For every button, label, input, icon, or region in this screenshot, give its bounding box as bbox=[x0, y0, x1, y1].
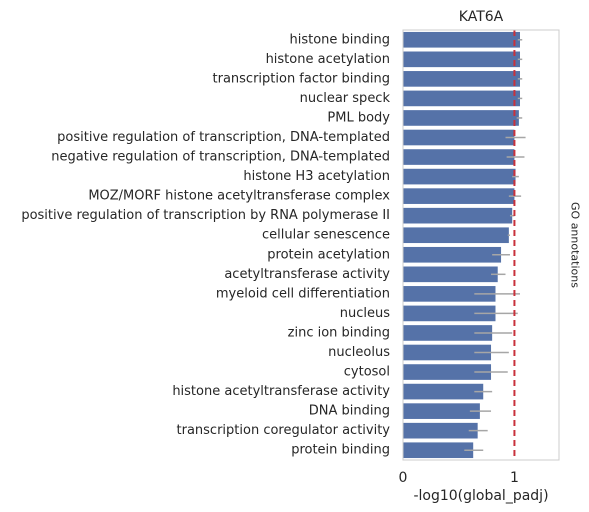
category-label: PML body bbox=[327, 110, 390, 125]
category-label: negative regulation of transcription, DN… bbox=[51, 150, 390, 165]
bar bbox=[403, 344, 492, 361]
bar bbox=[403, 149, 515, 165]
bar bbox=[403, 286, 496, 302]
bar bbox=[403, 207, 513, 224]
bar bbox=[403, 129, 515, 146]
bar bbox=[403, 403, 480, 419]
bar bbox=[403, 227, 509, 244]
category-labels: histone binding histone acetylation transc… bbox=[21, 32, 390, 457]
category-label: histone H3 acetylation bbox=[243, 169, 390, 184]
category-label: cytosol bbox=[344, 365, 390, 380]
bar bbox=[403, 325, 493, 341]
bar bbox=[403, 110, 519, 126]
bar bbox=[403, 383, 484, 400]
side-axis-label: GO annotations bbox=[569, 202, 582, 288]
category-label: histone acetylation bbox=[266, 52, 390, 67]
category-label: acetyltransferase activity bbox=[224, 267, 390, 282]
category-label: nucleus bbox=[340, 306, 390, 321]
bar bbox=[403, 305, 496, 322]
bar bbox=[403, 422, 478, 439]
category-label: positive regulation of transcription by … bbox=[21, 208, 390, 223]
x-tick-label: 0 bbox=[399, 470, 408, 486]
bar bbox=[403, 364, 492, 380]
bar bbox=[403, 71, 520, 87]
bar bbox=[403, 246, 502, 263]
bar bbox=[403, 168, 516, 185]
category-label: nucleolus bbox=[328, 345, 390, 360]
bar bbox=[403, 51, 520, 68]
category-label: nuclear speck bbox=[300, 91, 391, 106]
category-label: cellular senescence bbox=[262, 228, 390, 243]
category-label: MOZ/MORF histone acetyltransferase compl… bbox=[88, 189, 390, 204]
bar bbox=[403, 188, 515, 204]
category-label: DNA binding bbox=[309, 404, 390, 419]
category-label: protein acetylation bbox=[267, 247, 390, 262]
category-label: positive regulation of transcription, DN… bbox=[57, 130, 390, 145]
category-label: transcription coregulator activity bbox=[177, 423, 391, 438]
bars-layer bbox=[403, 31, 520, 459]
category-label: transcription factor binding bbox=[213, 71, 391, 86]
plot-frame bbox=[402, 29, 560, 461]
error-bars-layer bbox=[464, 39, 526, 451]
bar bbox=[403, 442, 474, 459]
category-label: zinc ion binding bbox=[288, 325, 390, 340]
chart-title: KAT6A bbox=[459, 9, 504, 25]
category-label: protein binding bbox=[291, 443, 390, 458]
bar bbox=[403, 266, 498, 283]
x-tick-label: 1 bbox=[510, 470, 519, 486]
category-label: myeloid cell differentiation bbox=[216, 286, 390, 301]
bar bbox=[403, 90, 520, 107]
category-label: histone binding bbox=[289, 32, 390, 47]
bar bbox=[403, 31, 520, 48]
category-label: histone acetyltransferase activity bbox=[172, 384, 390, 399]
x-axis-label: -log10(global_padj) bbox=[413, 488, 548, 504]
